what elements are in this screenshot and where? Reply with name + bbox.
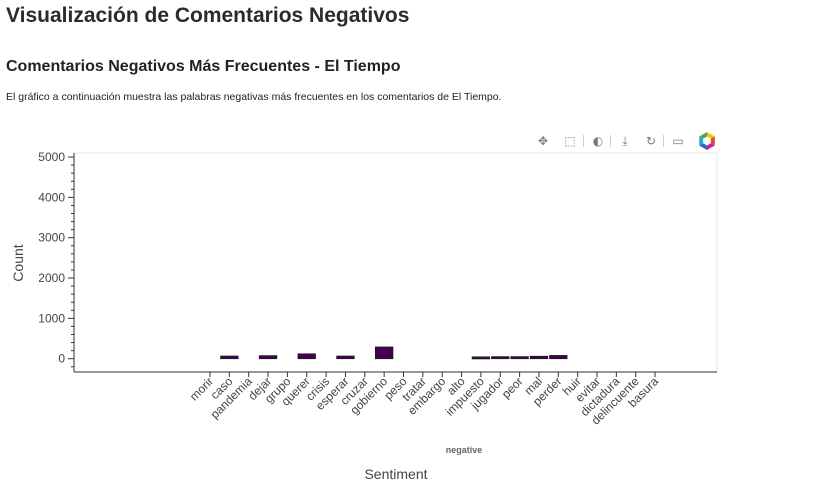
toolbar-separator: [610, 135, 611, 147]
bokeh-logo-icon[interactable]: [694, 129, 720, 153]
reset-tool-icon[interactable]: ↻: [645, 134, 657, 148]
y-tick-label: 4000: [38, 190, 65, 204]
bar-jugador[interactable]: [491, 356, 510, 360]
box-zoom-tool-icon[interactable]: ⬚: [564, 134, 576, 148]
page-title: Visualización de Comentarios Negativos: [6, 4, 410, 27]
bar-gobierno[interactable]: [374, 346, 394, 360]
y-axis-label: Count: [10, 244, 26, 281]
bar-caso[interactable]: [220, 355, 239, 360]
x-group-label: negative: [446, 445, 483, 455]
bar-peor[interactable]: [510, 356, 529, 360]
y-tick-label: 1000: [38, 311, 65, 325]
chart-description: El gráfico a continuación muestra las pa…: [6, 91, 502, 103]
bar-querer[interactable]: [297, 353, 316, 360]
bar-perder[interactable]: [549, 355, 568, 360]
y-tick-label: 2000: [38, 271, 65, 285]
y-tick-label: 0: [58, 352, 65, 366]
x-axis-label: Sentiment: [364, 466, 427, 482]
plot-area[interactable]: [73, 152, 718, 373]
bar-mal[interactable]: [529, 355, 549, 360]
bar-esperar[interactable]: [336, 355, 355, 360]
y-tick-label: 5000: [38, 150, 65, 164]
bar-impuesto[interactable]: [471, 356, 491, 360]
toolbar-separator: [583, 135, 584, 147]
save-tool-icon[interactable]: ⤓: [622, 133, 628, 148]
toolbar-separator: [663, 135, 664, 147]
bar-dejar[interactable]: [258, 355, 278, 360]
chart-heading: Comentarios Negativos Más Frecuentes - E…: [6, 58, 401, 75]
y-tick-label: 3000: [38, 231, 65, 245]
